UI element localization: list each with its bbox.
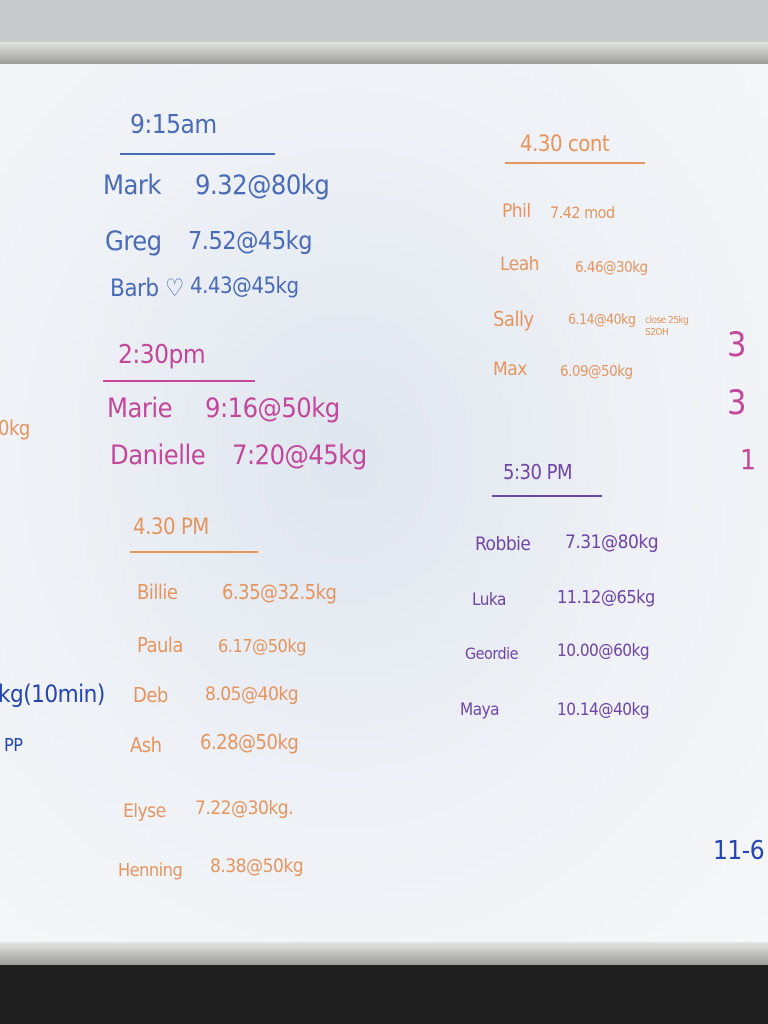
result: 6.46@30kg <box>575 258 648 276</box>
whiteboard <box>0 64 768 942</box>
wall <box>0 0 768 42</box>
edge-text: PP <box>4 735 23 756</box>
underline <box>103 380 255 382</box>
name: Maya <box>460 700 500 720</box>
name: Ash <box>130 733 162 757</box>
underline <box>120 153 275 155</box>
name: Robbie <box>475 533 531 555</box>
heading: 9:15am <box>130 110 217 140</box>
name: Sally <box>493 307 534 331</box>
result: 6.28@50kg <box>200 730 299 754</box>
edge-text: 0kg <box>0 416 30 440</box>
result: 9:16@50kg <box>205 393 340 424</box>
result: 7.31@80kg <box>565 531 659 553</box>
name: Deb <box>133 683 168 707</box>
edge-text: 3 <box>727 325 746 365</box>
frame-top <box>0 42 768 64</box>
result: 7.22@30kg. <box>195 797 294 819</box>
edge-text: 1 <box>740 443 756 476</box>
name: Danielle <box>110 440 206 471</box>
underline <box>505 162 645 164</box>
name: Marie <box>107 393 173 424</box>
result: 8.05@40kg <box>205 683 299 705</box>
name: Phil <box>502 200 531 222</box>
edge-text: 11-6 <box>713 836 765 866</box>
name: Mark <box>103 170 161 201</box>
result: 6.14@40kg <box>568 312 636 328</box>
heading: 4.30 PM <box>133 515 209 540</box>
underline <box>130 551 258 553</box>
name: Luka <box>472 590 506 610</box>
name: Leah <box>500 253 540 275</box>
name: Paula <box>137 633 183 657</box>
underline <box>492 495 602 497</box>
note: close 25kg S2OH <box>645 315 689 338</box>
result: 7.52@45kg <box>188 226 312 255</box>
heading: 2:30pm <box>118 340 206 370</box>
name: Billie <box>137 580 178 604</box>
result: 10.14@40kg <box>557 700 650 720</box>
name: Geordie <box>465 644 518 663</box>
name: Henning <box>118 860 183 881</box>
heading: 4.30 cont <box>520 132 610 157</box>
result: 8.38@50kg <box>210 855 304 877</box>
name: Greg <box>105 226 162 257</box>
frame-bottom <box>0 942 768 965</box>
result: 4.43@45kg <box>190 274 299 299</box>
tray <box>0 965 768 1024</box>
name: Max <box>493 358 527 380</box>
edge-text: kg(10min) <box>0 680 105 708</box>
name: Elyse <box>123 800 166 822</box>
heading: 5:30 PM <box>503 460 573 484</box>
result: 7.42 mod <box>550 203 615 222</box>
result: 6.35@32.5kg <box>222 580 337 604</box>
edge-text: 3 <box>727 383 746 423</box>
result: 10.00@60kg <box>557 641 650 661</box>
result: 6.17@50kg <box>218 636 307 657</box>
result: 6.09@50kg <box>560 362 633 380</box>
result: 11.12@65kg <box>557 587 655 608</box>
result: 9.32@80kg <box>195 170 330 201</box>
name: Barb ♡ <box>110 274 184 302</box>
result: 7:20@45kg <box>232 440 367 471</box>
